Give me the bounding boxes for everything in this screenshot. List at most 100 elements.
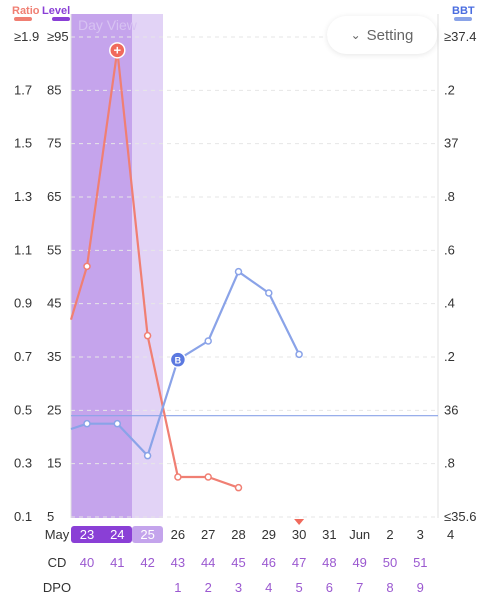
ratio-tick-label: 0.7 — [14, 349, 32, 364]
level-tick-label: 55 — [47, 242, 61, 257]
cd-value: 41 — [110, 555, 124, 570]
cd-row-label: CD — [48, 555, 67, 570]
dpo-value: 9 — [417, 580, 424, 595]
cd-value: 44 — [201, 555, 215, 570]
cd-value: 47 — [292, 555, 306, 570]
bbt-series: B — [70, 267, 303, 460]
view-label: Day View — [78, 17, 138, 33]
date-label-today: 30 — [292, 527, 306, 542]
dpo-value: 5 — [295, 580, 302, 595]
date-label: 31 — [322, 527, 336, 542]
level-tick-label: 35 — [47, 349, 61, 364]
date-label: 24 — [110, 527, 124, 542]
ratio-tick-label: 1.7 — [14, 82, 32, 97]
level-tick-label: 75 — [47, 136, 61, 151]
cd-value: 46 — [262, 555, 276, 570]
date-pill-light — [132, 526, 163, 543]
setting-button-label: Setting — [366, 26, 414, 44]
bbt-header: BBT — [452, 5, 475, 17]
date-label: 28 — [231, 527, 245, 542]
dpo-row-label: DPO — [43, 580, 71, 595]
cd-value: 43 — [171, 555, 185, 570]
ratio-tick-label: ≥1.9 — [14, 29, 39, 44]
bbt-header-swatch — [454, 17, 472, 21]
shade-dark — [71, 14, 132, 518]
peak-marker — [109, 42, 126, 59]
shade-light — [132, 14, 163, 518]
date-row: May 23 24 25 26 27 28 29 30 31 Jun 2 3 4 — [45, 519, 454, 543]
cd-value: 51 — [413, 555, 427, 570]
date-label: 27 — [201, 527, 215, 542]
dpo-value: 1 — [174, 580, 181, 595]
ratio-tick-label: 1.5 — [14, 136, 32, 151]
dpo-value: 7 — [356, 580, 363, 595]
dpo-value: 8 — [386, 580, 393, 595]
bbt-tick-label: .4 — [444, 296, 455, 311]
chevron-down-icon: ⌄ — [350, 28, 361, 42]
bbt-tick-label: .6 — [444, 242, 455, 257]
bbt-tick-label: .2 — [444, 82, 455, 97]
data-point — [295, 350, 303, 359]
bbt-tick-label: .8 — [444, 189, 455, 204]
peak-marker-symbol: + — [114, 42, 122, 57]
level-tick-label: 65 — [47, 189, 61, 204]
bbt-tick-label: ≤35.6 — [444, 509, 476, 524]
date-label: 3 — [417, 527, 424, 542]
cd-value: 40 — [80, 555, 94, 570]
date-label: 4 — [447, 527, 454, 542]
level-tick-label: ≥95 — [47, 29, 69, 44]
ratio-header-swatch — [14, 17, 32, 21]
dpo-value: 6 — [326, 580, 333, 595]
bbt-tick-label: 37 — [444, 136, 458, 151]
dpo-value: 4 — [265, 580, 272, 595]
ratio-tick-label: 0.1 — [14, 509, 32, 524]
level-tick-label: 85 — [47, 82, 61, 97]
date-label: Jun — [349, 527, 370, 542]
data-point — [234, 267, 243, 276]
ratio-tick-label: 1.1 — [14, 242, 32, 257]
date-pill-dark — [71, 526, 132, 543]
level-tick-label: 15 — [47, 456, 61, 471]
level-header-swatch — [52, 17, 70, 21]
data-point — [143, 331, 152, 340]
date-label: May — [45, 527, 70, 542]
data-point — [83, 262, 91, 271]
level-tick-label: 5 — [47, 509, 54, 524]
level-tick-label: 25 — [47, 402, 61, 417]
cd-value: 45 — [231, 555, 245, 570]
cd-value: 49 — [352, 555, 366, 570]
setting-button[interactable]: ⌄ Setting — [327, 16, 437, 54]
date-label: 2 — [386, 527, 393, 542]
data-point — [204, 337, 212, 345]
ratio-tick-label: 0.9 — [14, 296, 32, 311]
data-point — [265, 289, 273, 297]
level-tick-label: 45 — [47, 296, 61, 311]
data-point — [204, 473, 212, 481]
data-point — [174, 473, 182, 481]
ratio-tick-label: 0.3 — [14, 456, 32, 471]
ratio-tick-label: 1.3 — [14, 189, 32, 204]
data-point — [83, 419, 91, 428]
bbt-tick-label: 36 — [444, 402, 458, 417]
level-header: Level — [42, 5, 70, 17]
cd-value: 42 — [140, 555, 154, 570]
date-label: 29 — [262, 527, 276, 542]
data-point — [143, 451, 152, 460]
data-point — [113, 419, 122, 428]
date-label: 23 — [80, 527, 94, 542]
date-label: 25 — [140, 527, 154, 542]
dpo-value: 3 — [235, 580, 242, 595]
bbt-marker-symbol: B — [175, 356, 182, 366]
bbt-tick-label: .2 — [444, 349, 455, 364]
today-marker-icon — [294, 519, 305, 525]
dpo-row: DPO 1 2 3 4 5 6 7 8 9 — [43, 580, 424, 595]
cd-value: 48 — [322, 555, 336, 570]
ratio-tick-label: 0.5 — [14, 402, 32, 417]
cd-value: 50 — [383, 555, 397, 570]
dpo-value: 2 — [205, 580, 212, 595]
cd-row: CD 40 41 42 43 44 45 46 47 48 49 50 51 — [48, 555, 428, 570]
bbt-tick-label: ≥37.4 — [444, 29, 476, 44]
data-point — [234, 483, 243, 492]
bbt-tick-label: .8 — [444, 456, 455, 471]
